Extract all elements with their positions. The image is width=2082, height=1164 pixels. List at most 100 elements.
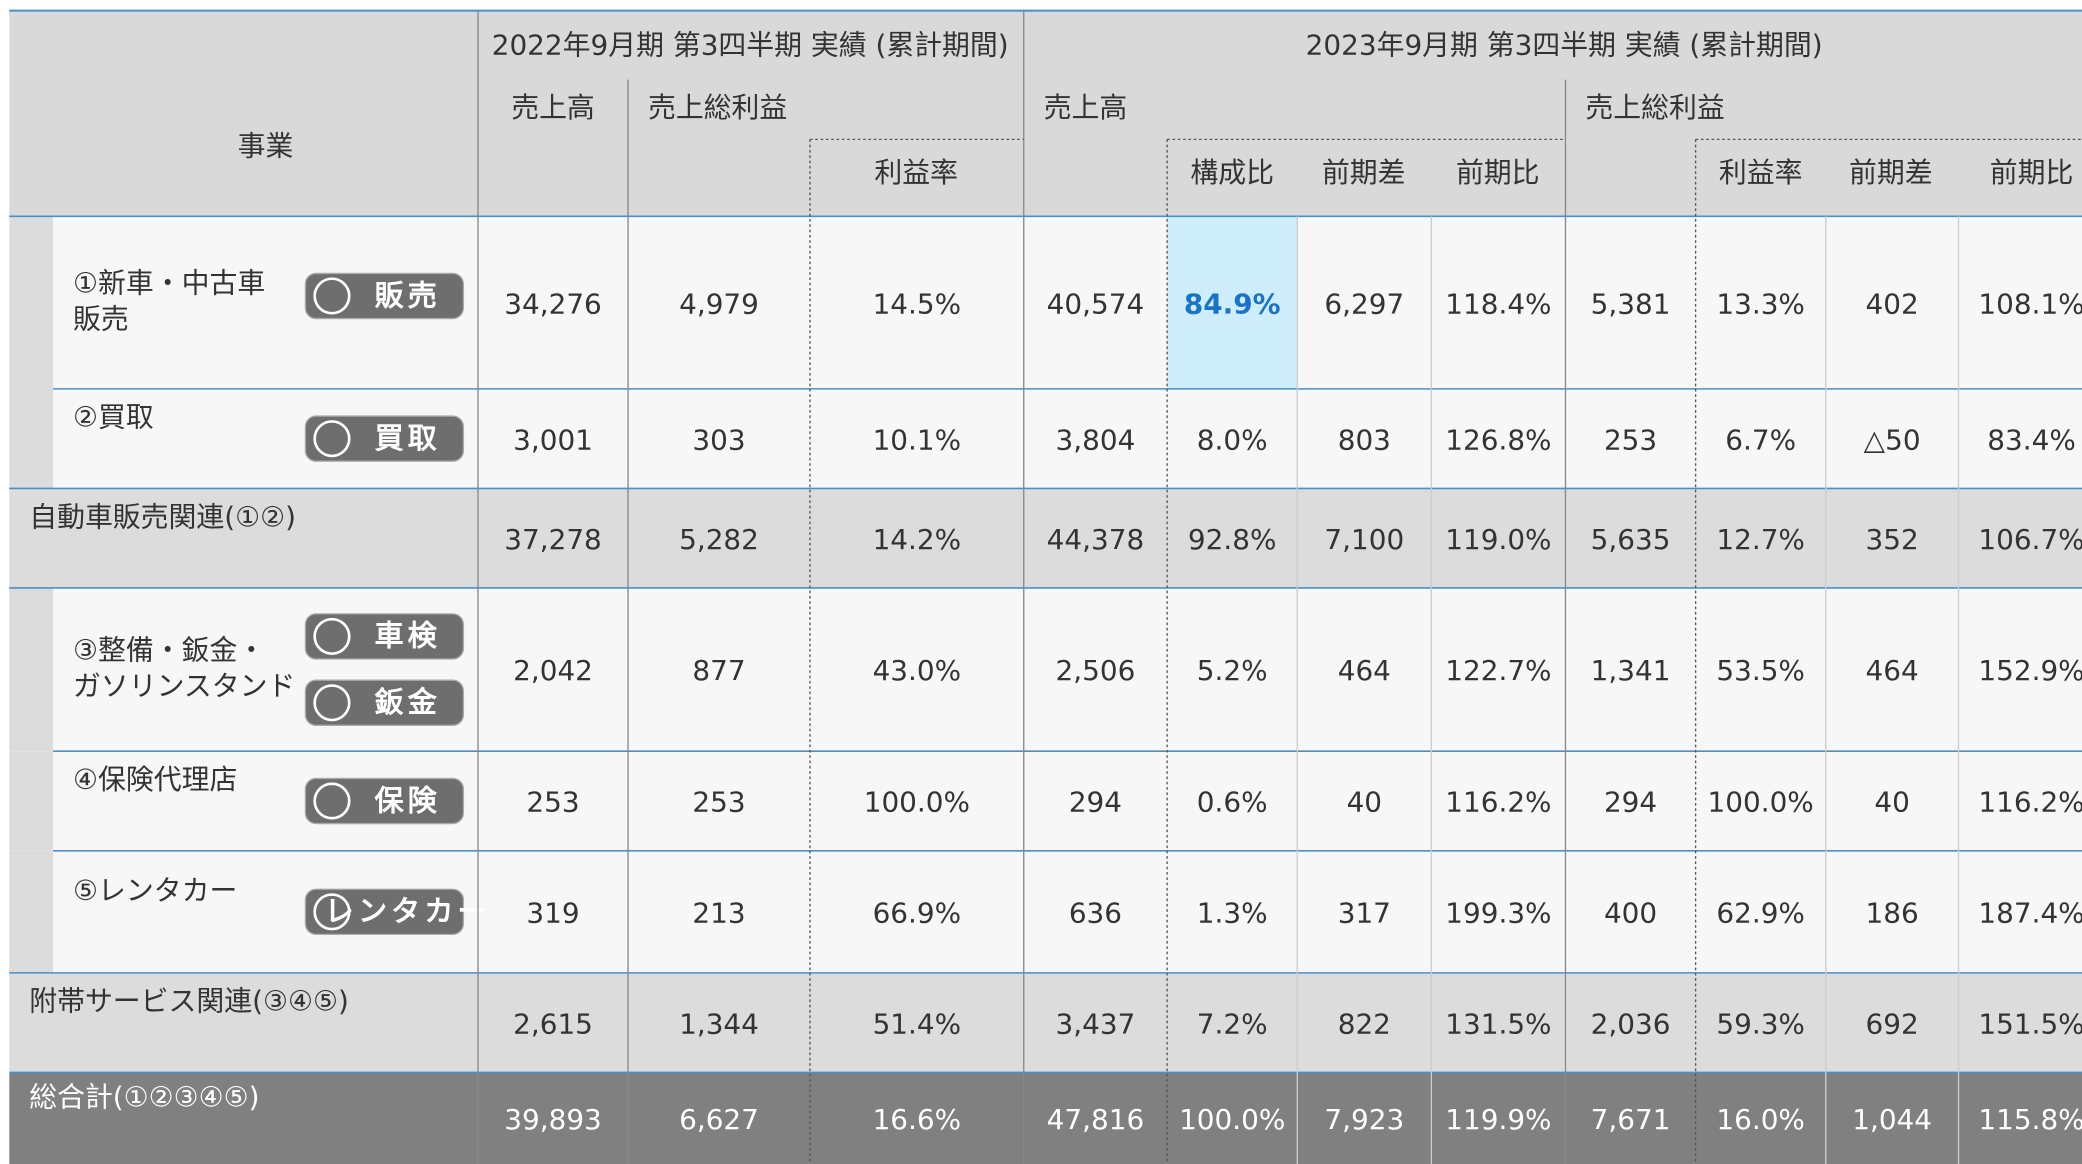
cell: 106.7% <box>1978 523 2082 556</box>
cell: 402 <box>1866 287 1919 320</box>
cell: 5,282 <box>679 523 759 556</box>
cell: 822 <box>1338 1007 1391 1040</box>
cell: 131.5% <box>1445 1007 1551 1040</box>
badge-text: 販売 <box>374 278 440 312</box>
highlight <box>1167 216 1298 389</box>
header: 利益率 <box>874 156 958 189</box>
cell: 12.7% <box>1716 523 1805 556</box>
row-label: 販売 <box>73 303 129 336</box>
header: 2023年9月期 第3四半期 実績 (累計期間) <box>1306 28 1823 61</box>
badge-icon <box>313 277 351 315</box>
cell: 0.6% <box>1197 786 1268 819</box>
header: 利益率 <box>1719 156 1803 189</box>
row-label: ②買取 <box>73 401 154 434</box>
cell: 294 <box>1604 786 1657 819</box>
header: 事業 <box>238 129 294 162</box>
cell: 803 <box>1338 423 1391 456</box>
cell: 7,100 <box>1324 523 1404 556</box>
cell: 2,042 <box>513 654 593 687</box>
cell: 253 <box>526 786 579 819</box>
cell: 40 <box>1347 786 1382 819</box>
row-label: ③整備・鈑金・ <box>73 634 265 667</box>
header: 前期差 <box>1322 156 1406 189</box>
row-bg <box>9 488 2082 588</box>
cell: 116.2% <box>1445 786 1551 819</box>
indent-strip <box>9 850 54 973</box>
cell: 34,276 <box>504 287 602 320</box>
indent-strip <box>9 587 54 752</box>
badge-text: 鈑金 <box>374 685 440 719</box>
cell: 16.6% <box>873 1103 962 1136</box>
badge-text: レンタカー <box>325 894 491 928</box>
badge-icon <box>313 684 351 722</box>
header: 2022年9月期 第3四半期 実績 (累計期間) <box>492 28 1009 61</box>
cell: 636 <box>1069 896 1122 929</box>
header: 前期比 <box>1456 156 1540 189</box>
cell: 3,437 <box>1056 1007 1136 1040</box>
cell: 152.9% <box>1978 654 2082 687</box>
cell: 6.7% <box>1725 423 1796 456</box>
badge-icon <box>313 617 351 655</box>
cell: 6,627 <box>679 1103 759 1136</box>
cell: 53.5% <box>1716 654 1805 687</box>
cell: 8.0% <box>1197 423 1268 456</box>
cell: 253 <box>692 786 745 819</box>
indent-strip <box>9 388 54 489</box>
cell: 66.9% <box>873 896 962 929</box>
cell: 352 <box>1866 523 1919 556</box>
header: 構成比 <box>1190 156 1274 189</box>
row-label: ①新車・中古車 <box>73 267 265 300</box>
cell: 5,635 <box>1591 523 1671 556</box>
badge-text: 車検 <box>374 619 440 653</box>
cell: 108.1% <box>1978 287 2082 320</box>
badge-icon <box>313 420 351 458</box>
row-bg <box>9 972 2082 1073</box>
cell: 2,506 <box>1056 654 1136 687</box>
row-label: ④保険代理店 <box>73 763 237 796</box>
cell: 13.3% <box>1716 287 1805 320</box>
cell: 151.5% <box>1978 1007 2082 1040</box>
cell: 119.0% <box>1445 523 1551 556</box>
cell: 294 <box>1069 786 1122 819</box>
cell: 39,893 <box>504 1103 602 1136</box>
cell: 16.0% <box>1716 1103 1805 1136</box>
header: 売上総利益 <box>1585 91 1724 124</box>
cell: 319 <box>526 896 579 929</box>
cell: 62.9% <box>1716 896 1805 929</box>
header: 前期比 <box>1990 156 2074 189</box>
cell: 1.3% <box>1197 896 1268 929</box>
cell: 14.5% <box>873 287 962 320</box>
header: 前期差 <box>1849 156 1933 189</box>
cell: 51.4% <box>873 1007 962 1040</box>
badge-icon <box>313 893 351 931</box>
cell: 187.4% <box>1978 896 2082 929</box>
indent-strip <box>9 751 54 851</box>
cell: 126.8% <box>1445 423 1551 456</box>
cell: 213 <box>692 896 745 929</box>
cell: 253 <box>1604 423 1657 456</box>
cell: 84.9% <box>1184 287 1281 320</box>
cell: 199.3% <box>1445 896 1551 929</box>
row-label: ガソリンスタンド <box>73 670 295 703</box>
row-bg <box>9 1072 2082 1164</box>
badge-text: 保険 <box>374 783 440 817</box>
cell: 1,044 <box>1852 1103 1932 1136</box>
cell: 122.7% <box>1445 654 1551 687</box>
header: 売上高 <box>511 91 595 124</box>
badge-icon <box>313 782 351 820</box>
cell: 877 <box>692 654 745 687</box>
cell: 692 <box>1866 1007 1919 1040</box>
cell: 92.8% <box>1188 523 1277 556</box>
cell: 100.0% <box>1179 1103 1285 1136</box>
cell: 317 <box>1338 896 1391 929</box>
row-label: 自動車販売関連(①②) <box>29 500 296 533</box>
cell: 100.0% <box>864 786 970 819</box>
cell: 43.0% <box>873 654 962 687</box>
cell: 83.4% <box>1987 423 2076 456</box>
cell: 115.8% <box>1978 1103 2082 1136</box>
cell: 59.3% <box>1716 1007 1805 1040</box>
cell: 6,297 <box>1324 287 1404 320</box>
row-label: 総合計(①②③④⑤) <box>29 1080 259 1113</box>
cell: 303 <box>692 423 745 456</box>
